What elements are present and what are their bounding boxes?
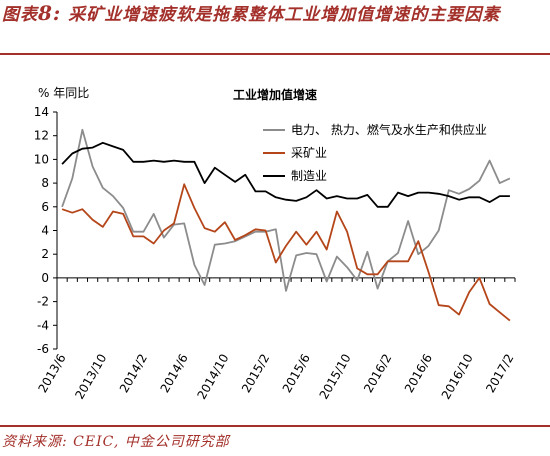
y-axis-label: % 年同比	[38, 86, 89, 100]
series-line-1	[61, 128, 511, 292]
figure-title-number: 8:	[38, 1, 62, 25]
x-tick-label: 2015/10	[317, 352, 354, 402]
title-divider	[0, 53, 550, 55]
y-tick-label: 0	[41, 271, 49, 285]
figure-title-text: 采矿业增速疲软是拖累整体工业增加值增速的主要因素	[68, 5, 501, 25]
y-tick-label: -4	[37, 318, 49, 332]
x-tick-label: 2013/10	[72, 352, 109, 402]
chart-title: 工业增加值增速	[233, 87, 317, 102]
legend-label-3: 制造业	[291, 169, 327, 183]
figure-source: 资料来源: CEIC, 中金公司研究部	[2, 434, 230, 450]
x-tick-label: 2014/2	[117, 352, 150, 396]
x-tick-label: 2016/2	[361, 352, 394, 396]
series-line-3	[61, 141, 510, 208]
x-tick-label: 2015/2	[239, 352, 272, 396]
x-tick-label: 2016/6	[402, 352, 435, 396]
series-line-2	[61, 183, 511, 322]
y-tick-label: 14	[34, 105, 49, 119]
legend-label-2: 采矿业	[291, 146, 327, 160]
y-tick-label: 6	[41, 200, 49, 214]
x-tick-label: 2015/6	[280, 352, 313, 396]
legend-label-1: 电力、 热力、燃气及水生产和供应业	[291, 122, 487, 137]
x-tick-label: 2016/10	[439, 352, 476, 402]
figure-title-prefix: 图表	[2, 5, 38, 25]
y-tick-label: -2	[37, 295, 49, 309]
figure-title: 图表8: 采矿业增速疲软是拖累整体工业增加值增速的主要因素	[2, 2, 542, 26]
x-tick-label: 2013/6	[35, 352, 68, 396]
x-tick-label: 2014/10	[194, 352, 231, 402]
y-tick-label: 4	[41, 224, 49, 238]
x-tick-label: 2017/2	[483, 352, 516, 396]
y-tick-label: -6	[37, 342, 49, 356]
y-tick-label: 12	[34, 129, 49, 143]
source-divider	[0, 425, 550, 427]
y-tick-label: 2	[41, 247, 49, 261]
x-tick-label: 2014/6	[158, 352, 191, 396]
y-tick-label: 8	[41, 176, 49, 190]
y-tick-label: 10	[34, 152, 49, 166]
